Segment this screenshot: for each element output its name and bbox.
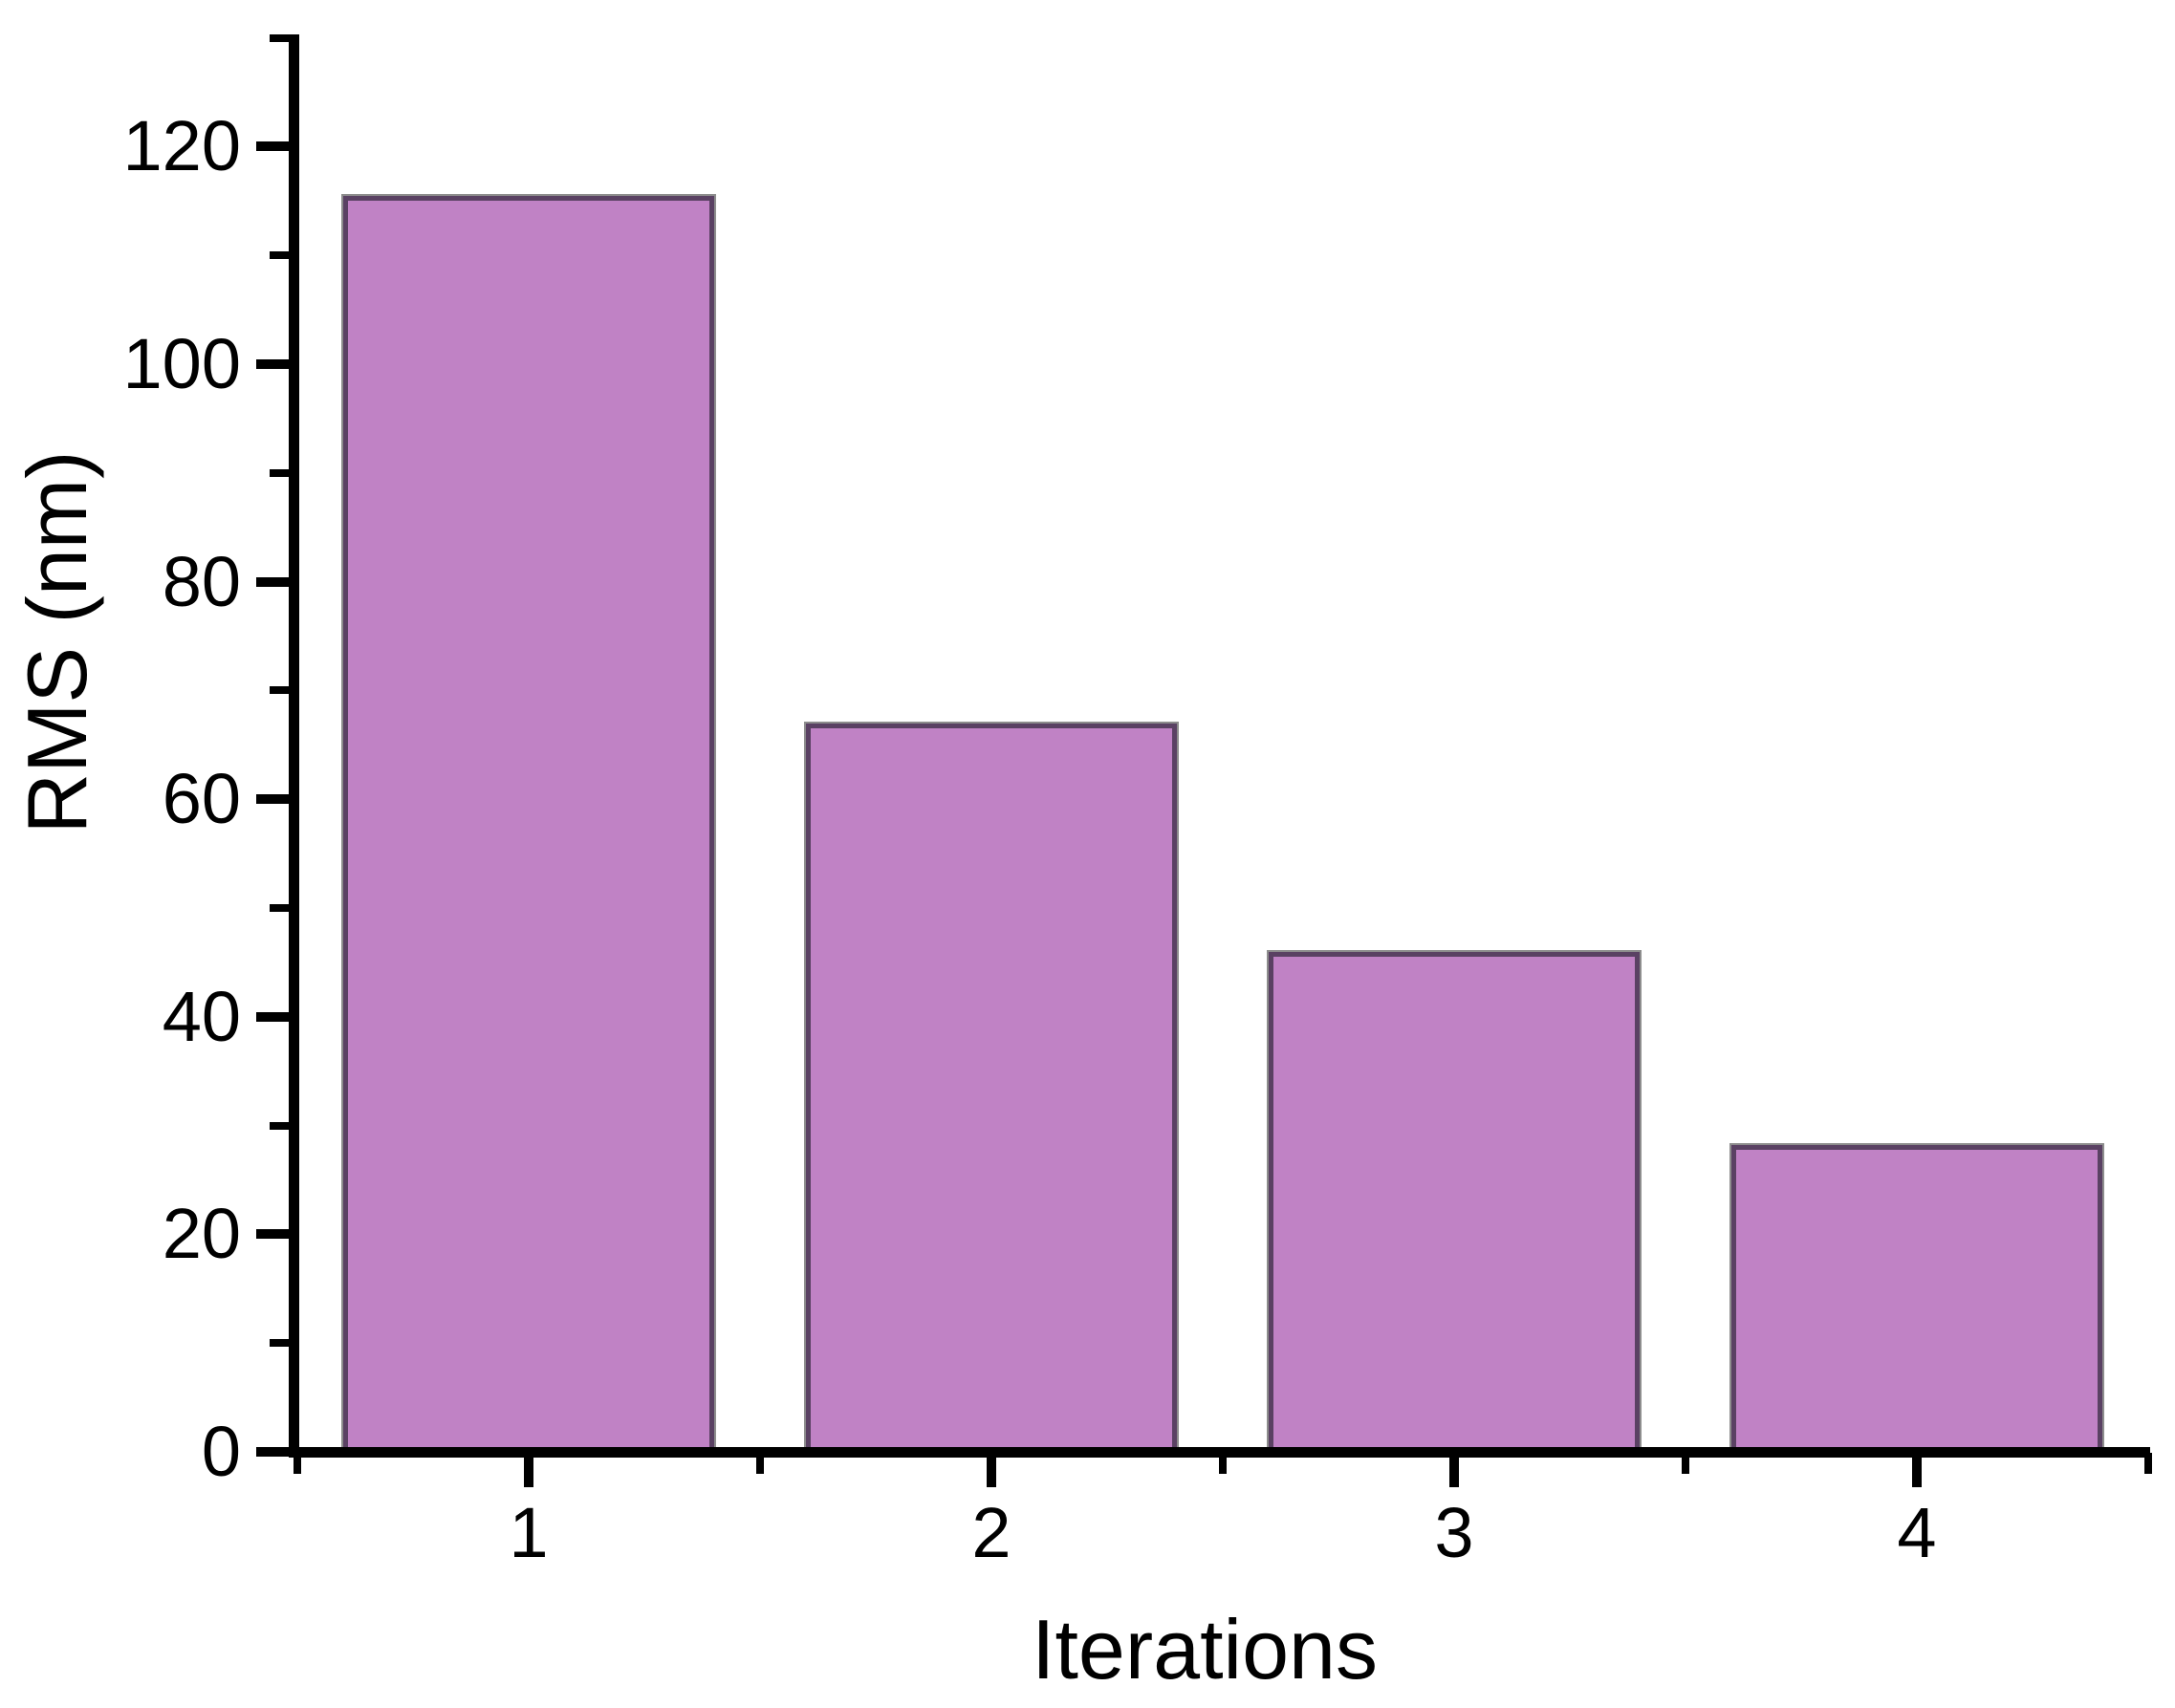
y-tick-label: 100 (122, 324, 241, 403)
y-minor-tick (270, 904, 293, 912)
bar-iteration-3 (1269, 952, 1640, 1452)
x-major-tick (987, 1453, 996, 1487)
x-tick-label: 1 (509, 1493, 549, 1572)
y-tick-label: 20 (162, 1194, 241, 1273)
x-major-tick (1449, 1453, 1459, 1487)
y-minor-tick (270, 34, 293, 42)
y-major-tick (256, 577, 293, 587)
y-tick-label: 80 (162, 542, 241, 621)
y-tick-label: 60 (162, 759, 241, 838)
bar-iteration-4 (1731, 1145, 2102, 1452)
x-tick-label: 3 (1434, 1493, 1474, 1572)
x-minor-tick (294, 1453, 301, 1474)
y-minor-tick (270, 1122, 293, 1130)
y-major-tick (256, 1229, 293, 1239)
x-tick-label: 2 (971, 1493, 1011, 1572)
x-minor-tick (1682, 1453, 1689, 1474)
x-minor-tick (1219, 1453, 1227, 1474)
x-major-tick (1912, 1453, 1922, 1487)
y-tick-label: 120 (122, 106, 241, 185)
x-axis-title: Iterations (1032, 1602, 1378, 1697)
y-major-tick (256, 359, 293, 369)
y-minor-tick (270, 686, 293, 694)
y-major-tick (256, 1447, 293, 1457)
y-major-tick (256, 1012, 293, 1022)
y-axis-line (289, 34, 299, 1458)
x-major-tick (524, 1453, 533, 1487)
y-tick-label: 0 (201, 1412, 241, 1491)
y-tick-label: 40 (162, 977, 241, 1056)
y-major-tick (256, 141, 293, 151)
bar-iteration-1 (343, 196, 714, 1452)
bar-iteration-2 (806, 724, 1177, 1452)
y-major-tick (256, 794, 293, 804)
y-minor-tick (270, 1339, 293, 1347)
y-minor-tick (270, 251, 293, 259)
x-minor-tick (756, 1453, 764, 1474)
y-minor-tick (270, 469, 293, 477)
x-tick-label: 4 (1897, 1493, 1937, 1572)
x-axis-line (289, 1447, 2150, 1458)
x-minor-tick (2144, 1453, 2152, 1474)
y-axis-title: RMS (nm) (10, 450, 104, 834)
